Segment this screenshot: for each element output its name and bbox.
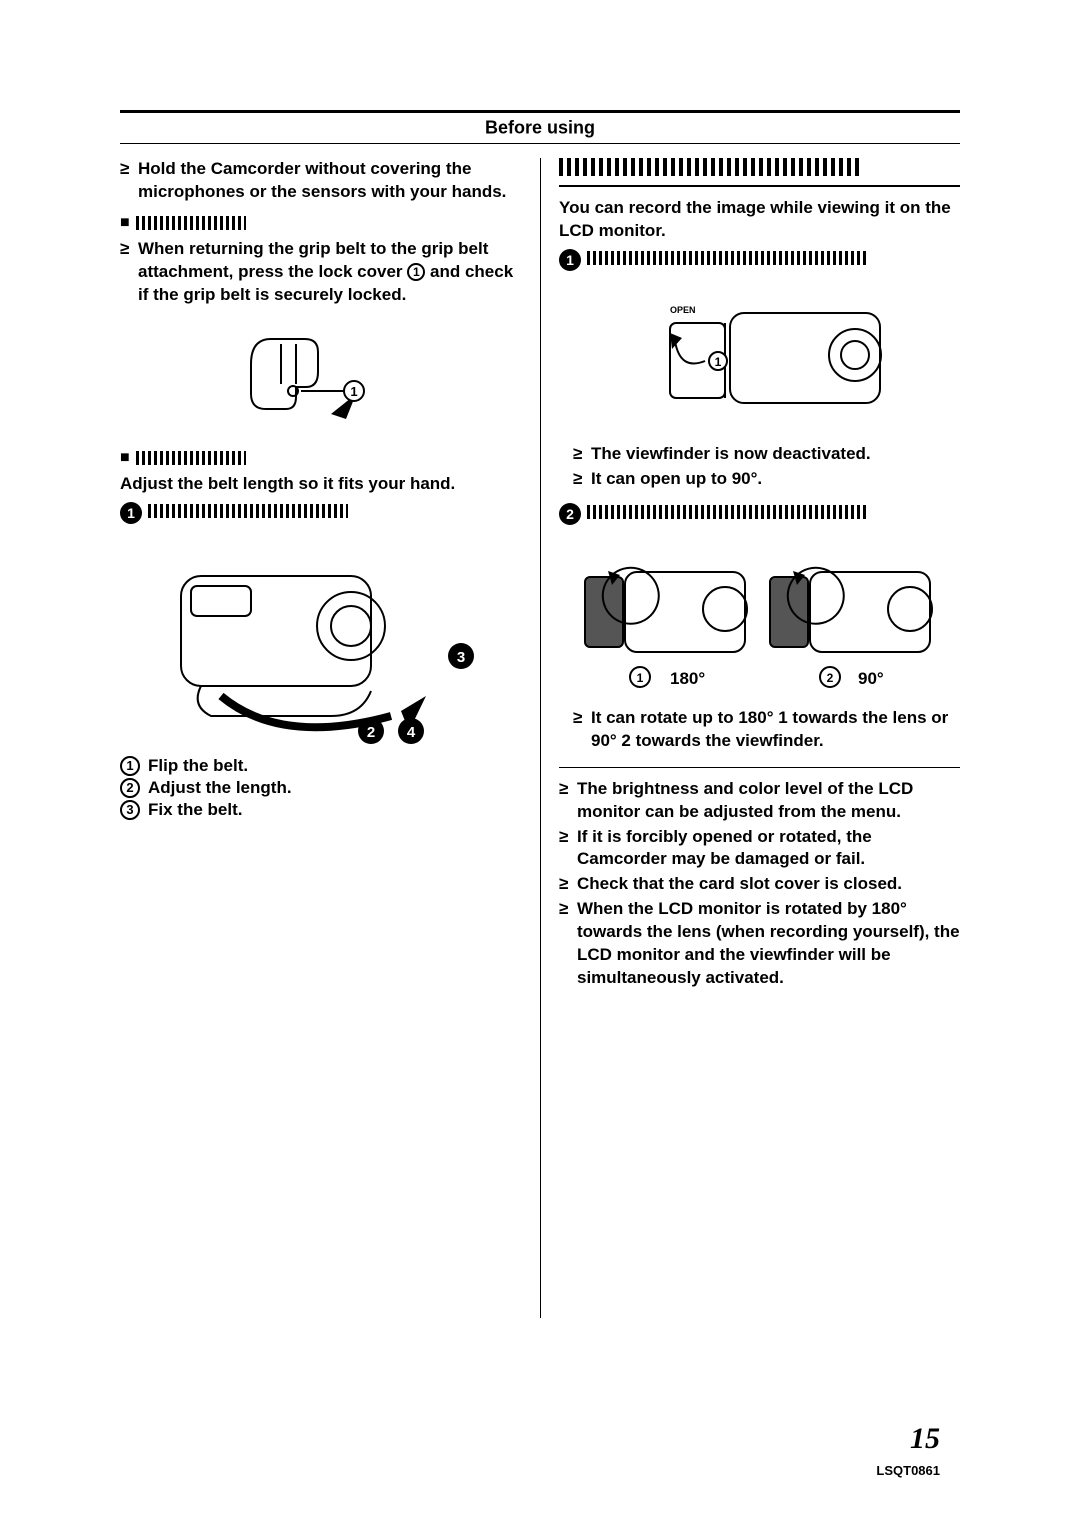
lcd-section-title [559,158,960,187]
bullet-sym: ≥ [559,873,577,896]
fig2-badge-top: 3 [457,649,465,666]
after-step2-notes: ≥It can rotate up to 180° 1 towards the … [573,707,960,753]
lcd-intro: You can record the image while viewing i… [559,197,960,243]
detach-callout-num: 1 [407,263,425,281]
note-3: When the LCD monitor is rotated by 180° … [577,898,960,990]
figure-open-lcd: OPEN 1 [610,283,910,433]
bullet-sym: ≥ [573,468,591,491]
legend-label: Flip the belt. [148,756,248,776]
left-column: ≥ Hold the Camcorder without covering th… [120,158,540,1318]
figure-rotate-lcd: 1 180° 2 90° [570,537,950,697]
bullet-sym: ≥ [120,238,138,261]
bullet-sym: ≥ [559,898,577,921]
legend-item: 2 Adjust the length. [120,778,522,798]
after2-b1: It can rotate up to 180° 1 towards the l… [591,707,960,753]
lcd-step-1: 1 [559,247,960,271]
after-step1-notes: ≥The viewfinder is now deactivated. ≥It … [573,443,960,491]
step-number-badge: 1 [120,502,142,524]
section-header: Before using [120,110,960,144]
fig2-badge-bl: 2 [367,724,375,741]
bullet-sym: ≥ [120,158,138,181]
doc-code: LSQT0861 [876,1463,940,1478]
intro-bullet: ≥ Hold the Camcorder without covering th… [120,158,522,204]
rot-cap-1: 180° [670,669,705,688]
adjust-heading-bars [136,451,246,465]
step-number-badge: 1 [559,249,581,271]
square-bullet-icon: ■ [120,214,130,232]
lcd-step-2: 2 [559,501,960,525]
lcd-step1-line1 [587,251,867,265]
step-number-badge: 2 [559,503,581,525]
legend-num: 1 [120,756,140,776]
adjust-heading: ■ [120,449,522,467]
rot-cap-2: 90° [858,669,884,688]
lcd-title-bars [559,158,859,176]
square-bullet-icon: ■ [120,449,130,467]
fig1-callout: 1 [350,384,357,399]
legend-item: 3 Fix the belt. [120,800,522,820]
adjust-step-1: 1 [120,500,522,524]
two-column-layout: ≥ Hold the Camcorder without covering th… [120,158,960,1318]
figure-belt-adjust: 3 2 4 [141,536,501,746]
page: Before using ≥ Hold the Camcorder withou… [0,0,1080,1526]
notes-block: ≥The brightness and color level of the L… [559,778,960,990]
figure-lock-cover: 1 [211,319,431,439]
after1-b2: It can open up to 90°. [591,468,762,491]
open-label: OPEN [670,305,696,315]
svg-text:1: 1 [636,671,643,685]
adjust-step1-bars [148,504,348,518]
right-column: You can record the image while viewing i… [540,158,960,1318]
note-0: The brightness and color level of the LC… [577,778,960,824]
legend-num: 3 [120,800,140,820]
legend-label: Adjust the length. [148,778,292,798]
page-number: 15 [910,1422,940,1456]
legend-num: 2 [120,778,140,798]
adjust-legend: 1 Flip the belt. 2 Adjust the length. 3 … [120,756,522,820]
divider [559,767,960,768]
fig2-badge-br: 4 [407,724,416,741]
after1-b1: The viewfinder is now deactivated. [591,443,871,466]
lcd-step2-line1 [587,505,867,519]
intro-bullet-text: Hold the Camcorder without covering the … [138,158,522,204]
detach-bullet-text: When returning the grip belt to the grip… [138,238,522,307]
note-1: If it is forcibly opened or rotated, the… [577,826,960,872]
section-header-title: Before using [485,118,595,139]
legend-item: 1 Flip the belt. [120,756,522,776]
legend-label: Fix the belt. [148,800,242,820]
detach-bullet: ≥ When returning the grip belt to the gr… [120,238,522,307]
detach-heading-bars [136,216,246,230]
bullet-sym: ≥ [559,826,577,849]
note-2: Check that the card slot cover is closed… [577,873,902,896]
detach-heading: ■ [120,214,522,232]
svg-text:2: 2 [826,671,833,685]
bullet-sym: ≥ [573,707,591,730]
fig-open-callout: 1 [714,355,721,369]
bullet-sym: ≥ [573,443,591,466]
adjust-lead: Adjust the belt length so it fits your h… [120,473,522,496]
bullet-sym: ≥ [559,778,577,801]
